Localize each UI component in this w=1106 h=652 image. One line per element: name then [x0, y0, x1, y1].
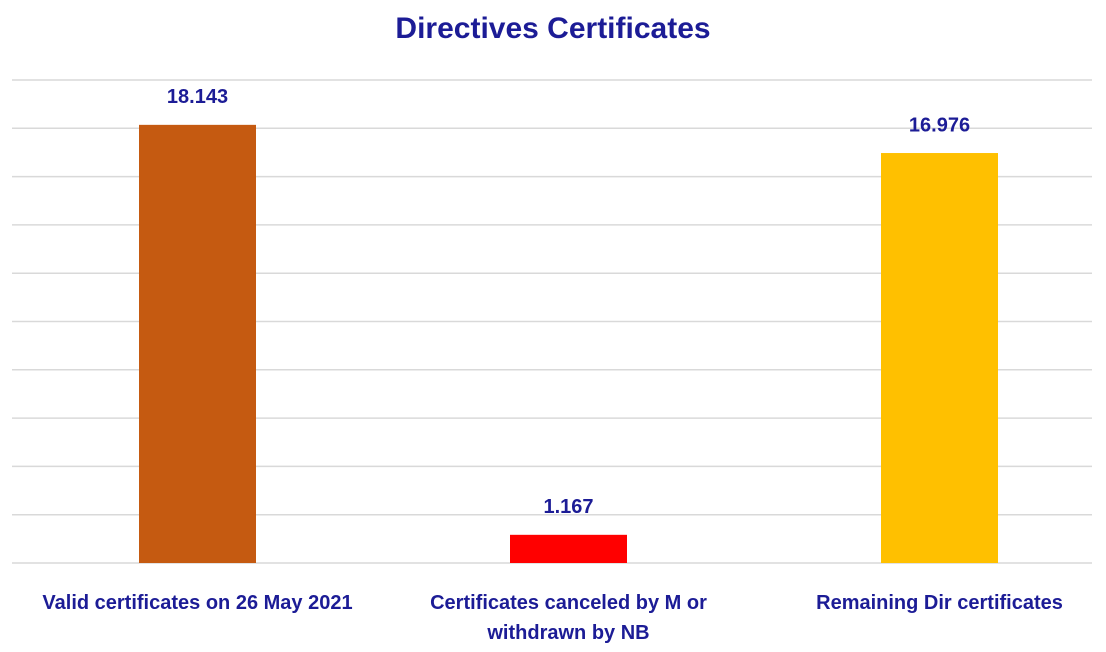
x-tick-label: Certificates canceled by M or withdrawn … [430, 592, 707, 644]
x-tick-label: Valid certificates on 26 May 2021 [42, 592, 353, 614]
data-label: 16.976 [909, 114, 970, 136]
chart-title: Directives Certificates [395, 12, 710, 45]
x-tick-label: Remaining Dir certificates [816, 592, 1063, 614]
bar [510, 534, 627, 563]
bar [139, 124, 256, 563]
data-label: 1.167 [543, 496, 593, 518]
data-label: 18.143 [167, 86, 228, 108]
bar [881, 153, 998, 563]
